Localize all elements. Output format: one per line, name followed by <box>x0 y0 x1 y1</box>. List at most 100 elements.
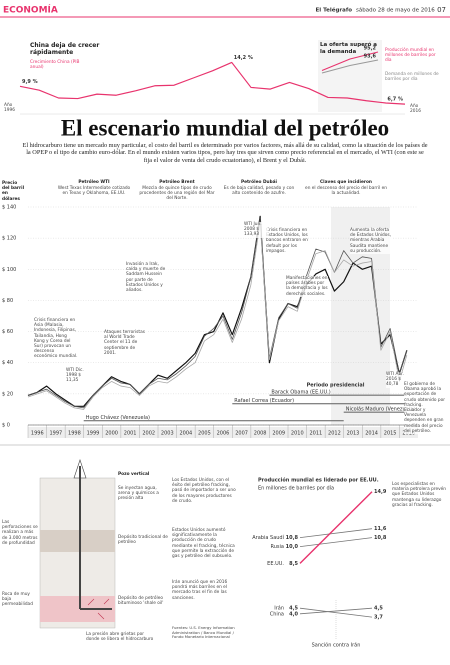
period-bar <box>232 403 407 405</box>
data-label: 10,0 <box>286 544 299 550</box>
series-name: Arabia Saudí <box>252 534 284 541</box>
supply-panel <box>318 40 382 112</box>
series-name: EE.UU. <box>267 561 284 567</box>
note-text: Los Estados Unidos, con el éxito del pet… <box>172 478 236 504</box>
data-label: 95,2 <box>364 46 377 52</box>
cracks <box>87 598 110 620</box>
section: ECONOMÍA <box>3 4 58 16</box>
annotation: Ataques terroristas al World Trade Cente… <box>104 330 148 357</box>
annotation: WTI Dic. 1998 $ 11,35 <box>66 368 92 384</box>
annotation: Aumenta la oferta de Estados Unidos, mie… <box>350 228 392 255</box>
data-label: 14,9 <box>374 489 387 495</box>
x-tick-label: 2002 <box>142 431 155 437</box>
x-tick-label: 2010 <box>291 431 304 437</box>
annotation: El gobierno de Obama aprobó la exportaci… <box>404 382 448 409</box>
line-series <box>27 222 408 410</box>
data-label: 10,8 <box>286 535 299 541</box>
x-tick-label: 2000 <box>105 431 118 437</box>
data-label: 6,7 % <box>387 97 403 103</box>
annotation: WTI Jun. 2008 $ 133,93 <box>244 222 268 238</box>
period-name: Rafael Correa (Ecuador) <box>234 398 294 404</box>
data-label: 11,6 <box>374 526 387 532</box>
page-number: 07 <box>437 6 446 14</box>
title: El escenario mundial del petróleo <box>61 115 389 140</box>
diagram-label: Depósito tradicional de petróleo <box>118 535 168 546</box>
newspaper: El Telégrafo <box>316 7 353 14</box>
x-tick-label: 2012 <box>328 431 341 437</box>
y-tick-label: $ 40 <box>2 360 13 366</box>
x-tick-label: 2003 <box>161 431 174 437</box>
note-text: Irán anunció que en 2016 pondrá más barr… <box>172 580 228 601</box>
line-series <box>19 61 406 105</box>
period-name: Barack Obama (EE.UU.) <box>271 390 330 396</box>
y-tick-label: $ 80 <box>2 298 13 304</box>
y-tick-label: $ 140 <box>2 205 16 211</box>
x-tick-label: 2006 <box>217 431 230 437</box>
series-name: Irán <box>274 605 284 612</box>
legend-entry: Petróleo WTI <box>78 180 110 185</box>
annotation: Manifestaciones en países árabes por la … <box>286 276 328 297</box>
derrick <box>73 459 87 479</box>
diagram-label: Las perforaciones se realizan a más de 3… <box>2 520 38 546</box>
year-strip <box>28 427 418 438</box>
intro-text: El hidrocarburo tiene un mercado muy par… <box>22 142 428 164</box>
annotation: Ecuador y Venezuela dependen en gran med… <box>404 408 448 435</box>
y-axis-title: Precio del barril en dólares <box>2 181 25 202</box>
line-series <box>321 51 379 72</box>
annotation: Sanción contra Irán <box>312 642 361 649</box>
data-label: 8,5 <box>289 561 298 567</box>
legend-entry: Petróleo Dubái <box>240 180 278 185</box>
line-series <box>321 59 379 74</box>
traditional-deposit <box>40 530 115 552</box>
y-tick-label: $ 0 <box>2 423 10 429</box>
diagram-label: Pozo vertical <box>118 472 150 477</box>
x-tick-label: 2014 <box>365 431 378 437</box>
fracking-diagram <box>39 459 116 629</box>
series-name: Rusia <box>271 544 284 550</box>
x-tick-label: 1999 <box>87 431 100 437</box>
legend-description: Es de baja calidad, pesado y con alto co… <box>223 186 295 197</box>
period-bar <box>269 394 407 396</box>
legend-entry: Crecimiento China (PIB anual) <box>30 60 80 71</box>
data-label: 14,2 % <box>234 55 253 61</box>
data-label: 4,0 <box>289 611 298 617</box>
keys-subtitle: en el descenso del precio del barril en … <box>305 186 387 197</box>
diagram-label: La presión abre grietas por donde se lib… <box>86 632 154 643</box>
date: sábado 28 de mayo de 2016 <box>356 7 435 14</box>
y-tick-label: $ 60 <box>2 329 13 335</box>
x-tick-label: 2015 <box>384 431 397 437</box>
annotation: Crisis financiera en Estados Unidos, los… <box>266 228 308 255</box>
line-series <box>27 217 408 409</box>
annotation: Invasión a Irak, caída y muerte de Sadda… <box>126 262 170 294</box>
x-tick-label: 1997 <box>49 431 62 437</box>
legend-entry: Petróleo Brent <box>159 180 195 185</box>
x-tick-label: 2009 <box>272 431 285 437</box>
x-tick-label: 2005 <box>198 431 211 437</box>
x-tick-label: 2004 <box>179 431 192 437</box>
note-text: Estados Unidos aumentó significativament… <box>172 528 235 560</box>
axis-label: Año 2016 <box>410 104 421 115</box>
series-name: China <box>270 611 284 617</box>
x-tick-label: 2013 <box>347 431 360 437</box>
line-series <box>299 528 373 539</box>
data-label: 3,7 <box>374 615 383 621</box>
chart-title: La oferta superó a la demanda <box>320 42 377 55</box>
x-tick-label: 2001 <box>124 431 137 437</box>
diagram-label: Roca de muy baja permeabilidad <box>2 592 33 608</box>
chart-title: Producción mundial es liderado por EE.UU… <box>258 477 379 484</box>
legend-description: West Texas Intermediate cotizado en Texa… <box>57 186 131 197</box>
x-tick-label: 2008 <box>254 431 267 437</box>
legend-entry: Demanda en millones de barriles por día <box>385 72 439 83</box>
data-label: 93,6 <box>364 54 377 60</box>
x-tick-label: 2007 <box>235 431 248 437</box>
period-bar <box>343 411 407 413</box>
periods-label: Periodo presidencial <box>307 383 365 389</box>
period-bar <box>83 420 344 422</box>
y-tick-label: $ 20 <box>2 391 13 397</box>
keys-title: Claves que incidieron <box>320 180 372 185</box>
sources: Fuentes: U.S. Energy Information Adminis… <box>172 625 235 640</box>
axis-label: Año 1996 <box>4 103 15 114</box>
line-series <box>299 491 373 564</box>
chart-title: China deja de crecer rápidamente <box>30 42 100 56</box>
